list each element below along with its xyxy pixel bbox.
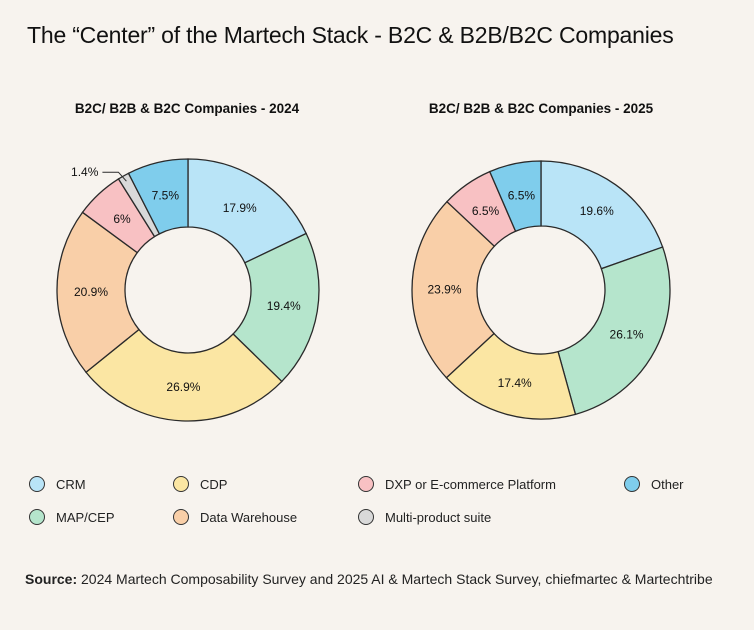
legend-label-dxp: DXP or E-commerce Platform — [385, 476, 556, 492]
legend-label-map-cep: MAP/CEP — [56, 509, 115, 525]
legend-item-other: Other — [624, 476, 684, 492]
slice-other-1 — [488, 160, 542, 233]
slice-data-warehouse-1 — [411, 200, 496, 379]
legend-item-data-warehouse: Data Warehouse — [173, 509, 297, 525]
slice-label-multi-product-suite-0: 1.4% — [71, 165, 99, 179]
legend-swatch-cdp — [173, 476, 189, 492]
slice-other-0 — [127, 158, 189, 235]
slice-label-crm-0: 17.9% — [223, 201, 257, 215]
slice-cdp-0 — [85, 328, 283, 422]
slice-label-cdp-0: 26.9% — [166, 380, 200, 394]
chart-title-2024: B2C/ B2B & B2C Companies - 2024 — [74, 101, 300, 116]
legend-label-other: Other — [651, 476, 684, 492]
legend-label-crm: CRM — [56, 476, 86, 492]
legend-swatch-map-cep — [29, 509, 45, 525]
source-text: 2024 Martech Composability Survey and 20… — [77, 571, 713, 587]
slice-label-data-warehouse-0: 20.9% — [74, 285, 108, 299]
slice-label-cdp-1: 17.4% — [498, 376, 532, 390]
slice-label-data-warehouse-1: 23.9% — [427, 283, 461, 297]
slice-label-crm-1: 19.6% — [580, 204, 614, 218]
legend-label-data-warehouse: Data Warehouse — [200, 509, 298, 525]
slice-data-warehouse-0 — [56, 211, 140, 374]
slice-map-cep-1 — [557, 246, 671, 416]
legend-swatch-multi-product-suite — [358, 509, 374, 525]
slice-crm-1 — [540, 160, 664, 270]
legend-item-map-cep: MAP/CEP — [29, 509, 115, 525]
legend-item-multi-product-suite: Multi-product suite — [358, 509, 491, 525]
slice-map-cep-0 — [232, 232, 320, 383]
slice-label-other-1: 6.5% — [508, 189, 536, 203]
legend-label-cdp: CDP — [200, 476, 228, 492]
slice-label-map-cep-1: 26.1% — [610, 328, 644, 342]
legend-swatch-dxp — [358, 476, 374, 492]
legend-label-multi-product-suite: Multi-product suite — [385, 509, 492, 525]
donut-chart-0: 17.9% 19.4% 26.9% 20.9% 6% 1.4% 7.5% — [56, 158, 320, 422]
slice-label-dxp-or-e-commerce-platform-0: 6% — [113, 212, 131, 226]
slice-label-dxp-or-e-commerce-platform-1: 6.5% — [472, 204, 500, 218]
page-title: The “Center” of the Martech Stack - B2C … — [27, 22, 674, 48]
donut-chart-1: 19.6% 26.1% 17.4% 23.9% 6.5% 6.5% — [411, 160, 671, 420]
legend-item-crm: CRM — [29, 476, 86, 492]
legend-swatch-data-warehouse — [173, 509, 189, 525]
slice-crm-0 — [187, 158, 308, 264]
source-note: Source: 2024 Martech Composability Surve… — [25, 569, 725, 590]
source-label: Source: — [25, 571, 78, 587]
chart-title-2025: B2C/ B2B & B2C Companies - 2025 — [428, 101, 654, 116]
slice-label-other-0: 7.5% — [152, 189, 180, 203]
leader-line-multi-product-suite-0 — [102, 171, 127, 182]
legend-swatch-other — [624, 476, 640, 492]
legend-item-dxp: DXP or E-commerce Platform — [358, 476, 556, 492]
legend-swatch-crm — [29, 476, 45, 492]
slice-label-map-cep-0: 19.4% — [267, 299, 301, 313]
legend-item-cdp: CDP — [173, 476, 227, 492]
